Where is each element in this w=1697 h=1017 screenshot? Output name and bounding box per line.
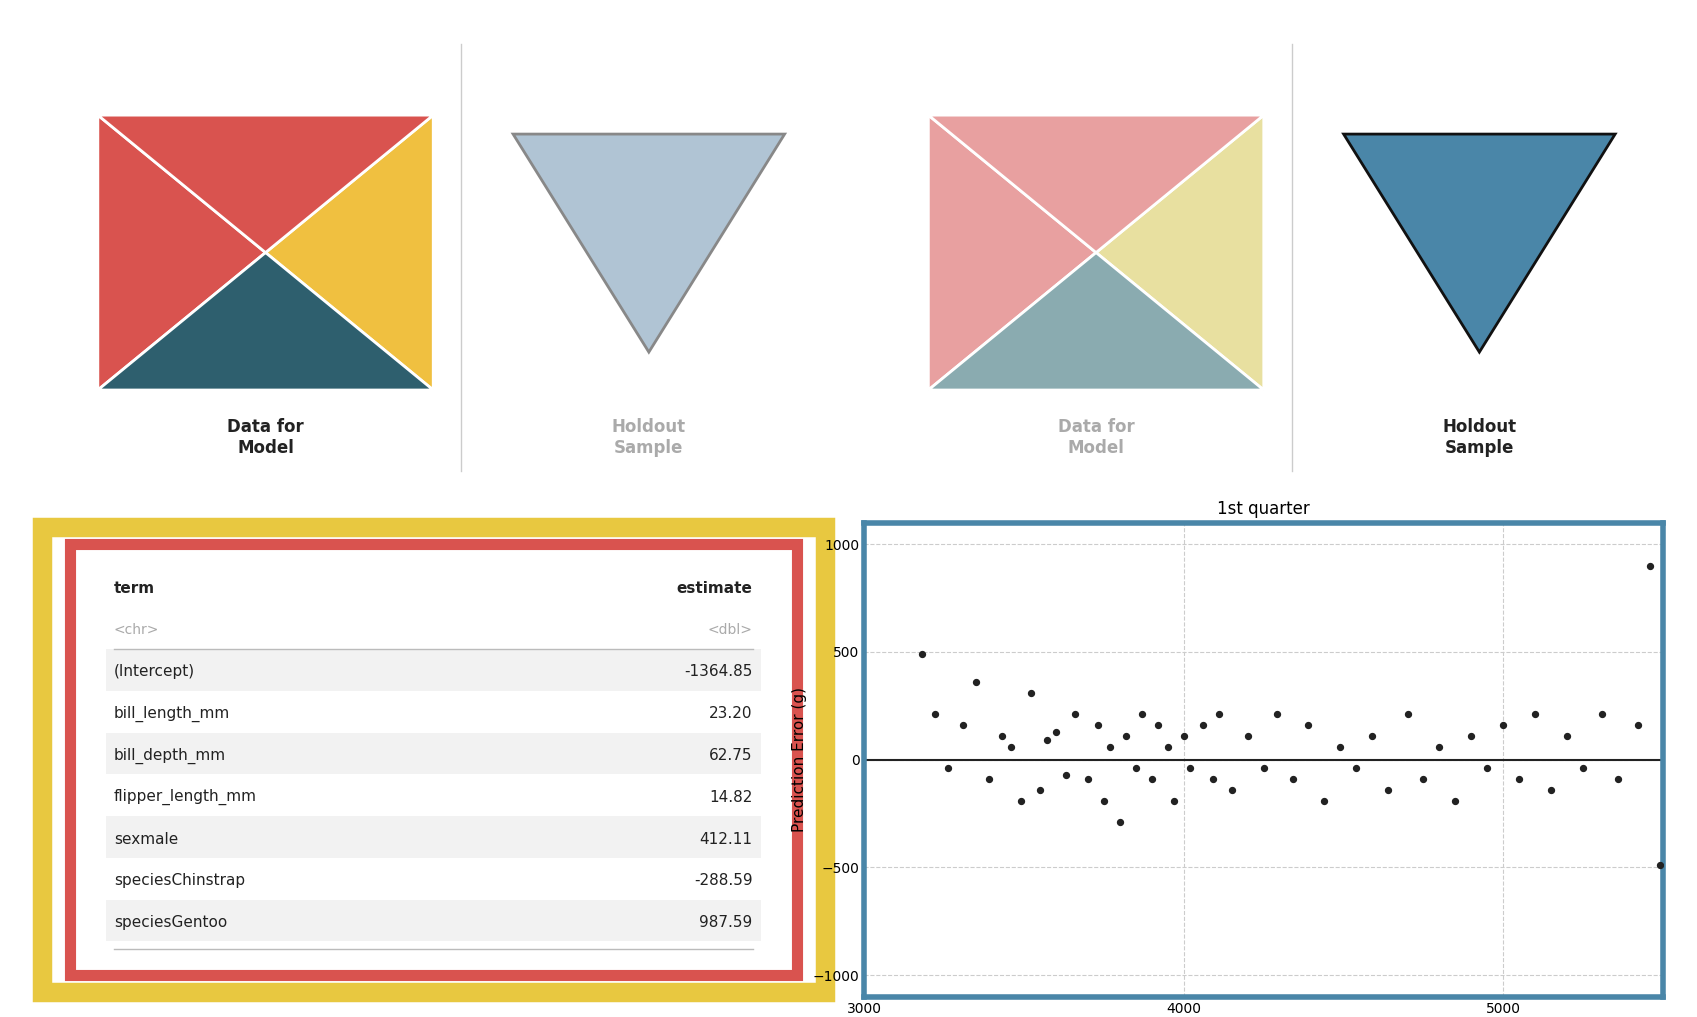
Point bbox=[1171, 728, 1198, 744]
Text: <dbl>: <dbl> bbox=[708, 623, 753, 637]
Point bbox=[1490, 717, 1517, 733]
Point bbox=[1263, 707, 1290, 723]
Text: 14.82: 14.82 bbox=[709, 790, 753, 804]
Text: speciesGentoo: speciesGentoo bbox=[114, 915, 227, 931]
Point bbox=[1537, 782, 1565, 798]
Text: speciesChinstrap: speciesChinstrap bbox=[114, 874, 244, 889]
Text: flipper_length_mm: flipper_length_mm bbox=[114, 789, 256, 805]
Point bbox=[1425, 738, 1453, 755]
Point bbox=[1113, 728, 1140, 744]
Point bbox=[1310, 792, 1337, 809]
Bar bbox=[105, 858, 760, 900]
Point bbox=[1042, 723, 1069, 739]
Bar bbox=[105, 900, 760, 942]
Point bbox=[1234, 728, 1261, 744]
Point bbox=[1122, 760, 1149, 776]
Text: 987.59: 987.59 bbox=[699, 915, 753, 931]
Point bbox=[1139, 771, 1166, 787]
Text: sexmale: sexmale bbox=[114, 832, 178, 846]
Text: (Intercept): (Intercept) bbox=[114, 664, 195, 679]
Point bbox=[1554, 728, 1582, 744]
Point bbox=[998, 738, 1025, 755]
Point bbox=[1145, 717, 1173, 733]
Point bbox=[1522, 707, 1549, 723]
Text: 62.75: 62.75 bbox=[709, 749, 753, 763]
Title: 1st quarter: 1st quarter bbox=[1217, 500, 1310, 519]
Point bbox=[962, 674, 989, 691]
Point bbox=[1161, 792, 1188, 809]
Point bbox=[1359, 728, 1386, 744]
Point bbox=[1605, 771, 1633, 787]
Point bbox=[1205, 707, 1232, 723]
Point bbox=[1154, 738, 1181, 755]
Point bbox=[1458, 728, 1485, 744]
Point bbox=[1052, 767, 1079, 783]
Text: 23.20: 23.20 bbox=[709, 706, 753, 721]
Bar bbox=[105, 774, 760, 816]
Point bbox=[1342, 760, 1369, 776]
Point bbox=[1280, 771, 1307, 787]
Point bbox=[1505, 771, 1532, 787]
Point bbox=[976, 771, 1003, 787]
Point bbox=[1636, 557, 1663, 574]
Point bbox=[1393, 707, 1420, 723]
Text: -288.59: -288.59 bbox=[694, 874, 753, 889]
Text: -1364.85: -1364.85 bbox=[684, 664, 753, 679]
Point bbox=[1570, 760, 1597, 776]
Point bbox=[1091, 792, 1118, 809]
Point bbox=[1129, 707, 1156, 723]
Point bbox=[921, 707, 949, 723]
Point bbox=[1027, 782, 1054, 798]
Point bbox=[1327, 738, 1354, 755]
Point bbox=[1410, 771, 1437, 787]
Point bbox=[1062, 707, 1089, 723]
Point bbox=[1200, 771, 1227, 787]
Text: 412.11: 412.11 bbox=[699, 832, 753, 846]
Point bbox=[1008, 792, 1035, 809]
Text: <chr>: <chr> bbox=[114, 623, 160, 637]
Point bbox=[1084, 717, 1112, 733]
Point bbox=[1017, 684, 1044, 701]
Point bbox=[1646, 857, 1673, 874]
Point bbox=[1624, 717, 1651, 733]
Point bbox=[950, 717, 977, 733]
Point bbox=[933, 760, 961, 776]
Y-axis label: Prediction Error (g): Prediction Error (g) bbox=[792, 687, 808, 832]
Point bbox=[1218, 782, 1246, 798]
Point bbox=[1588, 707, 1616, 723]
Point bbox=[1473, 760, 1500, 776]
Point bbox=[988, 728, 1015, 744]
Point bbox=[1190, 717, 1217, 733]
Text: bill_length_mm: bill_length_mm bbox=[114, 706, 231, 722]
Bar bbox=[105, 732, 760, 774]
Text: bill_depth_mm: bill_depth_mm bbox=[114, 747, 226, 764]
Point bbox=[1096, 738, 1123, 755]
Text: term: term bbox=[114, 581, 154, 596]
Point bbox=[1033, 732, 1061, 749]
Point bbox=[1074, 771, 1101, 787]
Text: estimate: estimate bbox=[677, 581, 753, 596]
Point bbox=[1442, 792, 1470, 809]
Point bbox=[1295, 717, 1322, 733]
Point bbox=[1106, 814, 1134, 830]
Point bbox=[1375, 782, 1402, 798]
Point bbox=[908, 646, 935, 662]
Bar bbox=[105, 649, 760, 691]
Bar bbox=[105, 816, 760, 858]
Point bbox=[1176, 760, 1203, 776]
Point bbox=[1251, 760, 1278, 776]
Bar bbox=[105, 691, 760, 732]
